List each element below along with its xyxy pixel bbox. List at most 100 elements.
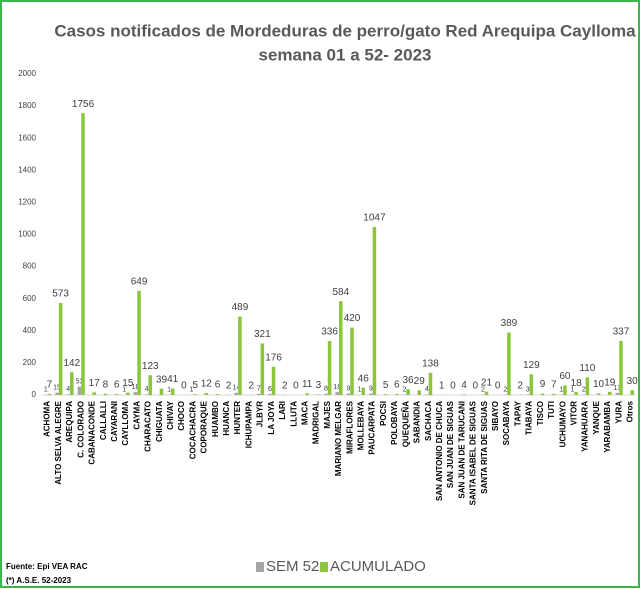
data-label: 1 (44, 387, 48, 394)
bar (204, 393, 209, 395)
data-label: 13 (613, 385, 621, 392)
x-tick-label: MAJES (323, 400, 332, 428)
data-label: 7 (47, 380, 53, 391)
x-tick-label: CAYLLOMA (121, 401, 130, 446)
x-tick-label: SACHACA (424, 401, 433, 441)
bar (234, 392, 239, 395)
data-label: 337 (613, 327, 630, 338)
x-tick-label: POLOBAYA (390, 401, 399, 445)
data-label: 123 (142, 361, 159, 372)
bar (369, 393, 373, 395)
data-label: 29 (414, 376, 426, 387)
y-tick-label: 200 (23, 358, 37, 367)
x-tick-label: TAPAY (513, 400, 522, 426)
bar (215, 394, 220, 395)
data-label: 1 (559, 387, 563, 394)
y-tick-label: 1600 (18, 133, 36, 142)
data-label: 6 (394, 380, 400, 391)
x-tick-label: Otros (626, 400, 635, 422)
bar (350, 327, 354, 395)
bar (55, 392, 59, 395)
data-label: 110 (579, 363, 595, 374)
bar (630, 390, 634, 395)
y-tick-label: 2000 (18, 69, 36, 78)
data-label: 2 (248, 380, 254, 391)
bar (70, 372, 74, 395)
bar (256, 393, 261, 395)
data-label: 0 (473, 381, 479, 392)
y-tick-label: 800 (23, 262, 37, 271)
bar (305, 393, 309, 395)
bar (462, 394, 466, 395)
y-tick-label: 0 (32, 390, 37, 399)
x-tick-label: CHIGUATA (155, 401, 164, 442)
y-tick-label: 1000 (18, 230, 36, 239)
bar (585, 377, 590, 395)
data-label: 1047 (363, 213, 386, 224)
x-tick-label: SAN ANTONIO DE CHUCA (435, 401, 444, 501)
x-tick-label: YANQUE (592, 400, 601, 434)
bar (361, 387, 366, 395)
bar (66, 394, 71, 395)
x-tick-label: HUANCA (222, 401, 231, 436)
data-label: 1 (122, 387, 126, 394)
data-label: 4 (66, 386, 70, 393)
bar (193, 394, 197, 395)
data-label: 53 (76, 378, 84, 385)
bar (133, 392, 138, 395)
x-tick-label: QUEQUEÑA (401, 401, 410, 447)
bar (425, 394, 429, 395)
data-label: 176 (265, 352, 282, 363)
data-label: 4 (145, 386, 149, 393)
y-tick-label: 600 (23, 294, 37, 303)
data-label: 11 (302, 379, 313, 390)
bar (383, 394, 388, 395)
data-label: 18 (571, 378, 583, 389)
data-label: 4 (461, 380, 467, 391)
x-tick-label: LA JOYA (267, 401, 276, 435)
data-label: 46 (358, 373, 370, 384)
bar (327, 341, 332, 395)
data-label: 6 (215, 380, 221, 391)
data-label: 7 (257, 386, 261, 393)
x-tick-label: COPORAQUE (200, 400, 209, 453)
bar (271, 366, 276, 395)
data-label: 420 (344, 313, 361, 324)
data-label: 584 (332, 287, 349, 298)
data-label: 1 (439, 380, 445, 391)
data-label: 18 (132, 384, 140, 391)
bar (77, 386, 82, 395)
x-tick-label: YARABAMBA (603, 401, 612, 453)
data-label: 8 (103, 379, 109, 390)
bar (428, 372, 433, 395)
data-label: 489 (232, 302, 249, 313)
x-tick-label: MADRIGAL (312, 401, 321, 444)
bar (540, 393, 545, 395)
bar (137, 290, 141, 395)
data-label: 10 (593, 379, 605, 390)
data-label: 19 (604, 378, 616, 389)
bar (417, 390, 422, 395)
bar (339, 301, 343, 395)
data-label: 2 (582, 387, 586, 394)
data-label: 0 (450, 381, 456, 392)
x-tick-label: POCSI (379, 401, 388, 426)
bar (268, 394, 272, 395)
bar (615, 392, 620, 395)
legend-label: ACUMULADO (330, 558, 426, 575)
bar (159, 388, 164, 395)
y-tick-label: 1800 (18, 101, 36, 110)
data-label: 142 (63, 358, 80, 369)
data-label: 41 (167, 374, 179, 385)
data-label: 36 (402, 375, 414, 386)
x-tick-label: MOLLEBAYA (357, 401, 366, 450)
x-tick-label: LLUTA (289, 401, 298, 427)
data-label: 2 (503, 387, 507, 394)
y-tick-label: 1400 (18, 165, 36, 174)
bar (144, 394, 149, 395)
x-tick-label: ALTO SELVA ALEGRE (54, 400, 63, 484)
data-label: 336 (321, 327, 338, 338)
data-label: 1 (167, 387, 171, 394)
